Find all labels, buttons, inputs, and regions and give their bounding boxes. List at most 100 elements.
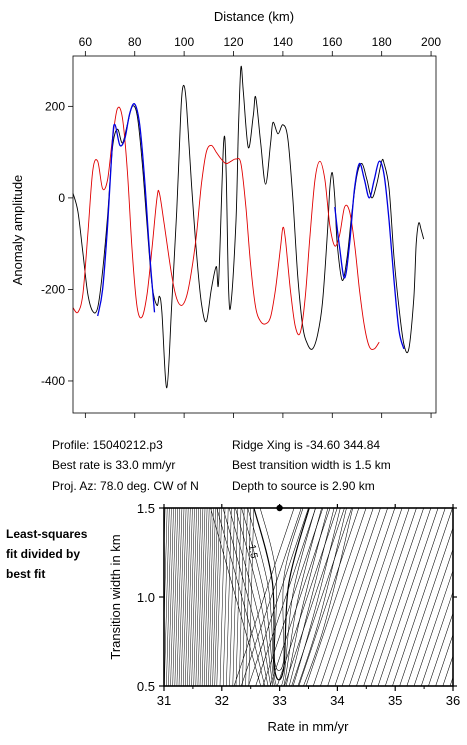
top-x-tick-label: 200 [421, 35, 441, 49]
contour-line [248, 508, 255, 686]
contour-line [191, 508, 197, 686]
contour-line [348, 508, 410, 686]
bottom-x-tick-label: 32 [215, 693, 229, 708]
contour-line [428, 612, 453, 686]
proj-az-info: Proj. Az: 78.0 deg. CW of N [52, 479, 199, 493]
bottom-y-tick-label: 1.5 [137, 501, 155, 516]
contour-line [210, 508, 216, 686]
best-fit-marker [276, 504, 283, 512]
contour-line [262, 508, 324, 686]
contour-line [298, 508, 360, 686]
top-y-tick-label: -200 [41, 282, 65, 296]
contour-line [212, 508, 218, 686]
bottom-y-axis-title: Transition width in km [108, 534, 123, 659]
observed-anomaly-line [72, 65, 425, 389]
bottom-y-tick-label: 0.5 [137, 679, 155, 694]
contour-line [210, 508, 354, 686]
contour-line [193, 508, 199, 686]
misfit-contour-chart: 31 32 33 34 35 360.51.01.5 1.5 Rate in mm/yr … [108, 501, 467, 734]
top-x-axis-title: Distance (km) [214, 9, 294, 24]
bottom-y-tick-label: 1.0 [137, 590, 155, 605]
contour-line [164, 508, 170, 686]
contour-line [291, 508, 352, 686]
contour-line [320, 508, 381, 686]
contour-line [189, 508, 195, 686]
bottom-x-tick-label: 35 [388, 693, 402, 708]
contour-line [232, 508, 239, 686]
profile-info: Profile: 15040212.p3 [52, 438, 163, 452]
bottom-x-axis-title: Rate in mm/yr [268, 719, 350, 734]
contour-line [399, 526, 453, 686]
top-y-tick-label: 200 [45, 99, 65, 113]
contour-line [203, 508, 210, 686]
top-x-tick-label: 180 [372, 35, 392, 49]
contour-line [168, 508, 174, 686]
contour-line [457, 508, 467, 686]
contour-line [222, 508, 341, 686]
contour-line [235, 508, 329, 686]
contour-line [228, 508, 335, 686]
top-x-tick-label: 60 [79, 35, 93, 49]
contour-line [199, 508, 206, 686]
contour-line [222, 508, 229, 686]
contour-line [413, 569, 453, 686]
contour-line [176, 508, 183, 686]
contour-line [226, 508, 232, 686]
contour-line [182, 508, 189, 686]
contour-line [420, 590, 453, 686]
contour-line [172, 508, 178, 686]
contour-line [312, 508, 374, 686]
contour-line [341, 508, 403, 686]
bottom-x-tick-label: 36 [446, 693, 460, 708]
top-x-tick-label: 140 [273, 35, 293, 49]
contour-line [392, 508, 453, 686]
contour-line [201, 508, 208, 686]
contour-line [170, 508, 176, 686]
ridge-xing-info: Ridge Xing is -34.60 344.84 [232, 438, 381, 452]
contour-line [327, 508, 388, 686]
contour-line [240, 508, 302, 686]
top-x-tick-label: 100 [174, 35, 194, 49]
contour-line [206, 508, 212, 686]
contour-line [166, 508, 172, 686]
contour-line [174, 508, 181, 686]
contour-line [384, 508, 446, 686]
contour-line [187, 508, 193, 686]
contour-line [241, 508, 322, 686]
top-x-tick-label: 160 [322, 35, 342, 49]
contour-line [334, 508, 396, 686]
contour-value-label: 1.5 [246, 544, 259, 560]
best-rate-info: Best rate is 33.0 mm/yr [52, 458, 176, 472]
fitted-segment-line [97, 103, 156, 317]
contour-line [178, 508, 185, 686]
contour-line [377, 508, 439, 686]
contour-line [216, 508, 223, 686]
contour-line [229, 508, 235, 686]
fit-note: Least-squares fit divided by best fit [6, 527, 88, 581]
contour-line [214, 508, 220, 686]
top-axis-ticks: 60 80 100 120 140 160 180 200 200 0 -200 -400 [41, 35, 441, 418]
bottom-x-tick-label: 31 [157, 693, 171, 708]
contour-line [185, 508, 191, 686]
contour-line [242, 508, 248, 686]
bottom-x-tick-label: 33 [272, 693, 286, 708]
top-x-tick-label: 80 [128, 35, 142, 49]
contour-line [276, 508, 338, 686]
contour-line [233, 508, 295, 686]
contour-line [305, 508, 367, 686]
depth-info: Depth to source is 2.90 km [232, 479, 375, 493]
bottom-plot-frame [163, 507, 454, 687]
contour-line [197, 508, 204, 686]
contour-line [435, 633, 453, 686]
contour-line [248, 508, 309, 686]
top-x-tick-label: 120 [223, 35, 243, 49]
contour-line [370, 508, 432, 686]
anomaly-chart: Distance (km) Anomaly amplitude 60 80 100 1… [10, 9, 441, 418]
bottom-axis-ticks: 31 32 33 34 35 36 0.5 1.0 1.5 [137, 501, 460, 708]
contour-line [259, 508, 304, 671]
fitted-segment-line [334, 160, 405, 350]
contour-line [255, 508, 316, 686]
contour-line [180, 508, 187, 686]
contour-line [195, 508, 202, 686]
